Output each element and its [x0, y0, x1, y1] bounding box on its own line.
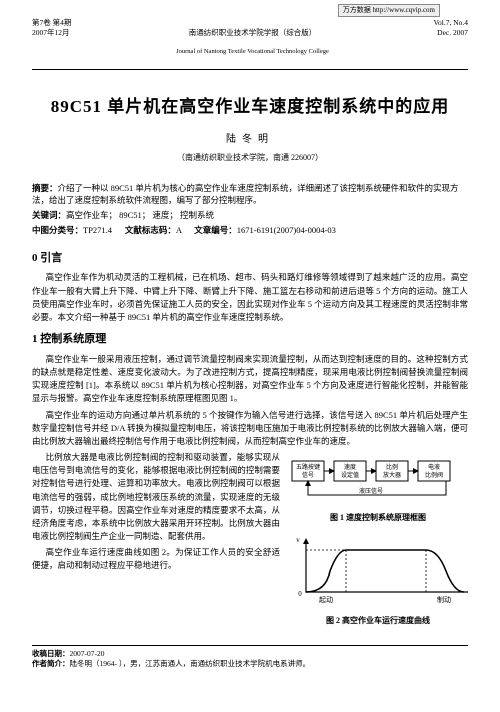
svg-text:起动: 起动 — [319, 595, 333, 604]
figure-2-caption: 图 2 高空作业车运行速度曲线 — [288, 616, 468, 627]
received-date-row: 收稿日期：2007-07-20 — [32, 649, 468, 660]
header-right: Vol.7, No.4 Dec. 2007 — [434, 18, 468, 67]
footer-block: 收稿日期：2007-07-20 作者简介：陆冬明（1964- ），男，江苏南通人… — [32, 645, 468, 670]
figure-1: 五路按键信号 速度设定值 比例放大器 电液比例阀液压信号 图 1 速度控制系统原理框图 — [288, 455, 468, 524]
figure-2: vt起动制动0 图 2 高空作业车运行速度曲线 — [288, 532, 468, 627]
svg-text:0: 0 — [298, 590, 302, 598]
figure-1-caption: 图 1 速度控制系统原理框图 — [288, 513, 468, 524]
keywords-label: 关键词： — [32, 210, 66, 220]
svg-text:速度: 速度 — [344, 463, 356, 471]
two-column-region: 比例放大器是电液比例控制阀的控制和驱动装置，能够实现从电压信号到电流信号的变化，… — [32, 451, 468, 635]
section-0-p1: 高空作业车作为机动灵活的工程机械，已在机场、超市、码头和路灯维修等领域得到了越来… — [32, 271, 468, 324]
figure-1-svg: 五路按键信号 速度设定值 比例放大器 电液比例阀液压信号 — [288, 455, 468, 511]
section-1-p1: 高空作业车一般采用液压控制，通过调节流量控制阀来实现流量控制，从而达到控制速度的… — [32, 353, 468, 406]
doccode-value: A — [176, 225, 182, 235]
clc-value: TP271.4 — [83, 225, 112, 235]
section-heading-1: 1 控制系统原理 — [32, 332, 468, 347]
doccode-label: 文献标志码： — [125, 225, 176, 235]
abstract-text: 介绍了一种以 89C51 单片机为核心的高空作业车速度控制系统，详细阐述了该控制… — [32, 183, 458, 206]
keywords-row: 关键词：高空作业车； 89C51； 速度； 控制系统 — [32, 209, 468, 222]
svg-text:比例: 比例 — [386, 463, 398, 471]
abstract-label: 摘要： — [32, 183, 58, 193]
running-header: 第7卷 第4期 2007年12月 南通纺织职业技术学院学报（综合版） Journ… — [32, 18, 468, 70]
section-1-p2: 高空作业车的运动方向通过单片机系统的 5 个按键作为输入信号进行选择，该信号送入… — [32, 409, 468, 449]
svg-text:五路按键: 五路按键 — [296, 463, 320, 471]
svg-text:比例阀: 比例阀 — [425, 471, 443, 479]
journal-name-cn: 南通纺织职业技术学院学报（综合版） — [176, 28, 329, 38]
author-intro-row: 作者简介：陆冬明（1964- ），男，江苏南通人，南通纺织职业技术学院机电系讲师… — [32, 659, 468, 670]
header-left: 第7卷 第4期 2007年12月 — [32, 18, 71, 67]
svg-text:制动: 制动 — [437, 595, 451, 604]
svg-text:设定值: 设定值 — [341, 471, 359, 479]
header-center: 南通纺织职业技术学院学报（综合版） Journal of Nantong Tex… — [176, 18, 329, 67]
clc-label: 中图分类号： — [32, 225, 83, 235]
author-intro-label: 作者简介： — [32, 659, 70, 668]
section-1-p3: 比例放大器是电液比例控制阀的控制和驱动装置，能够实现从电压信号到电流信号的变化，… — [32, 451, 280, 543]
articleid-label: 文章编号： — [194, 225, 237, 235]
abstract-block: 摘要：介绍了一种以 89C51 单片机为核心的高空作业车速度控制系统，详细阐述了… — [32, 182, 468, 237]
classification-row: 中图分类号：TP271.4 文献标志码：A 文章编号：1671-6191(200… — [32, 224, 468, 237]
svg-text:液压信号: 液压信号 — [359, 487, 383, 495]
paper-title: 89C51 单片机在高空作业车速度控制系统中的应用 — [32, 96, 468, 119]
received-value: 2007-07-20 — [70, 649, 105, 658]
page: 万方数据 http://www.cqvip.com 第7卷 第4期 2007年1… — [0, 0, 500, 712]
left-column: 比例放大器是电液比例控制阀的控制和驱动装置，能够实现从电压信号到电流信号的变化，… — [32, 451, 280, 635]
watermark-box: 万方数据 http://www.cqvip.com — [338, 4, 440, 17]
svg-text:信号: 信号 — [302, 471, 314, 479]
articleid-value: 1671-6191(2007)04-0004-03 — [237, 225, 336, 235]
right-column: 五路按键信号 速度设定值 比例放大器 电液比例阀液压信号 图 1 速度控制系统原理框图… — [288, 451, 468, 635]
svg-text:v: v — [296, 536, 300, 544]
keywords-text: 高空作业车； 89C51； 速度； 控制系统 — [66, 210, 214, 220]
section-heading-0: 0 引言 — [32, 251, 468, 266]
author-affiliation: （南通纺织职业技术学院，南通 226007） — [32, 153, 468, 164]
author-intro-value: 陆冬明（1964- ），男，江苏南通人，南通纺织职业技术学院机电系讲师。 — [70, 659, 311, 668]
section-1-p4: 高空作业车运行速度曲线如图 2。为保证工作人员的安全舒适便捷，启动和制动过程应平… — [32, 546, 280, 572]
svg-text:电液: 电液 — [428, 463, 440, 471]
abstract-row: 摘要：介绍了一种以 89C51 单片机为核心的高空作业车速度控制系统，详细阐述了… — [32, 182, 468, 208]
journal-name-en: Journal of Nantong Textile Vocational Te… — [176, 48, 329, 57]
received-label: 收稿日期： — [32, 649, 70, 658]
figure-2-svg: vt起动制动0 — [288, 532, 468, 614]
author-name: 陆冬明 — [32, 133, 468, 147]
svg-text:放大器: 放大器 — [383, 471, 401, 479]
